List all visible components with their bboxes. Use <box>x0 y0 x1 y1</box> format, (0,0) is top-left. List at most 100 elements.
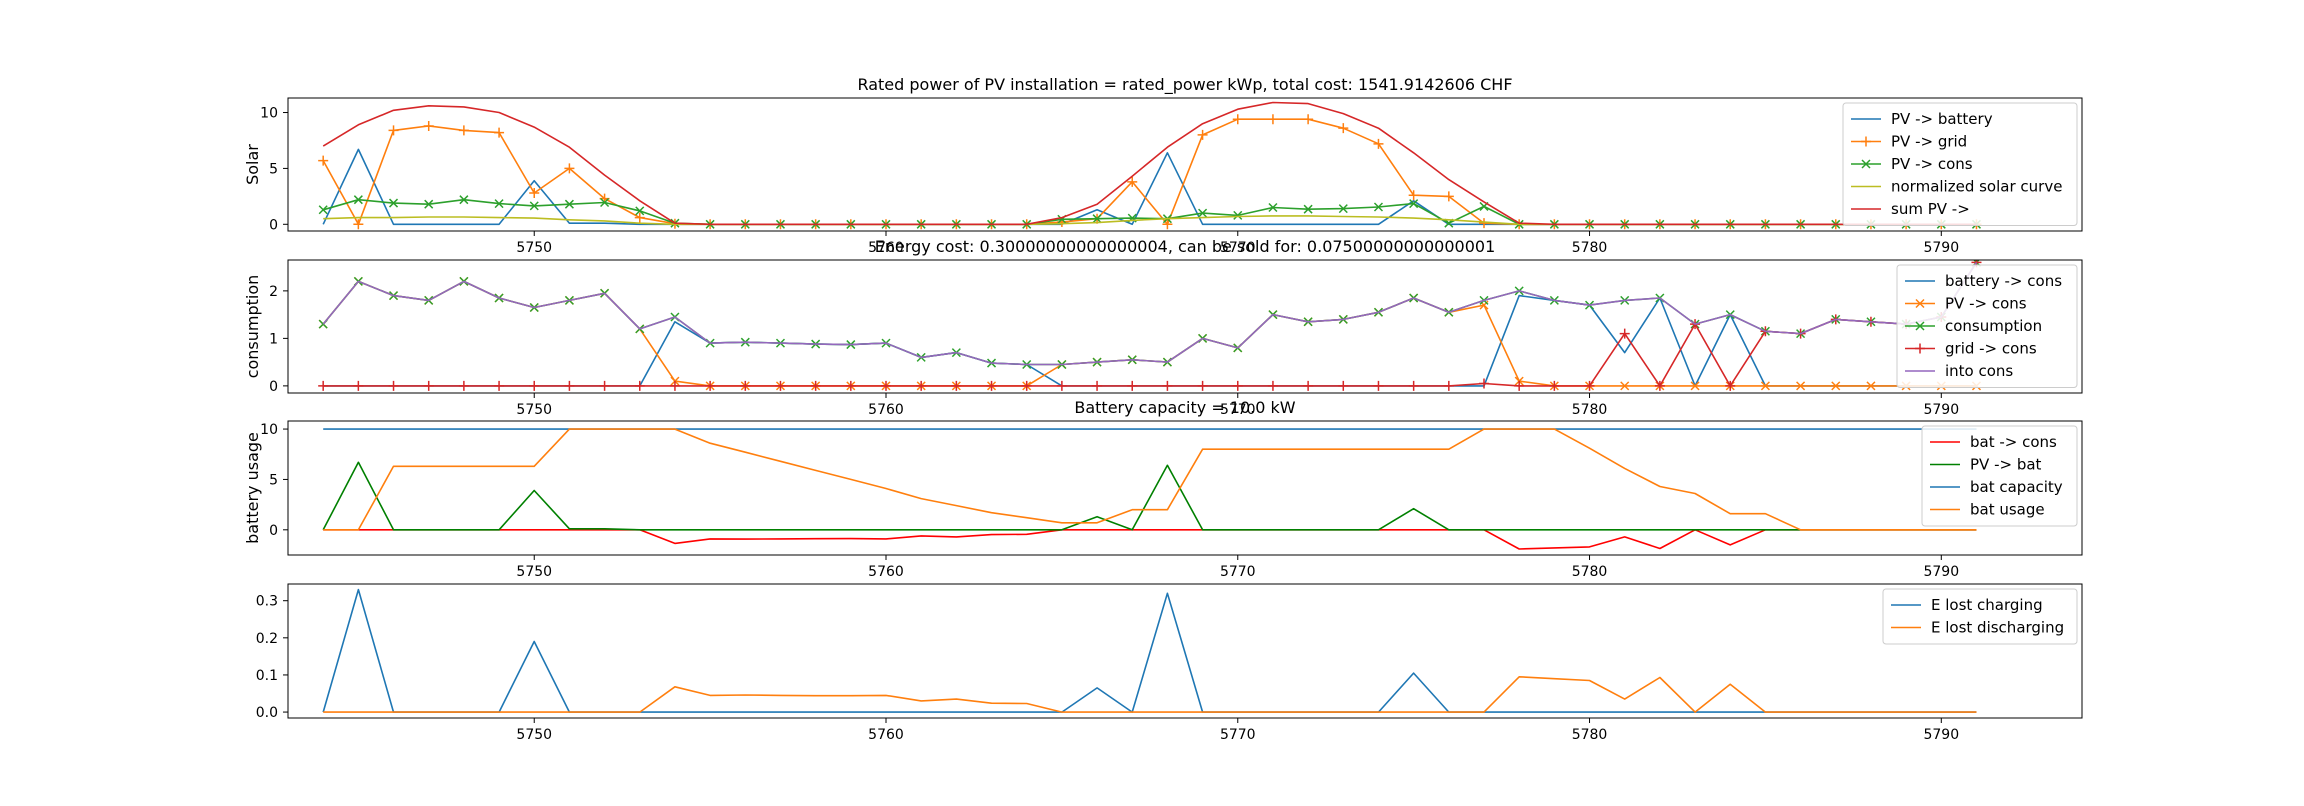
data-point <box>705 380 716 391</box>
series-line <box>323 675 1977 713</box>
series-group <box>318 101 1982 230</box>
data-point <box>318 155 329 166</box>
y-tick-label: 5 <box>269 472 278 488</box>
legend-item: normalized solar curve <box>1851 178 2062 196</box>
data-point <box>494 380 505 391</box>
data-point <box>459 195 469 205</box>
legend-item: E lost discharging <box>1891 619 2064 637</box>
legend-item: battery -> cons <box>1905 272 2062 290</box>
data-point <box>318 380 329 391</box>
legend-marker <box>1915 343 1925 354</box>
data-point <box>1092 380 1103 391</box>
data-point <box>1162 219 1173 230</box>
series-line <box>323 261 1978 387</box>
legend: E lost charging E lost discharging <box>1882 588 2078 645</box>
legend-label: bat usage <box>1970 501 2045 519</box>
data-point <box>564 199 574 209</box>
data-point <box>775 380 786 391</box>
legend: bat -> cons PV -> bat bat capacity bat usag… <box>1921 425 2078 527</box>
data-point <box>916 380 927 391</box>
x-tick-label: 5790 <box>1923 564 1959 580</box>
y-tick-label: 0 <box>269 379 278 395</box>
data-point <box>494 199 504 209</box>
data-point <box>810 380 821 391</box>
data-point <box>986 380 997 391</box>
data-point <box>634 212 645 223</box>
data-point <box>1690 381 1700 391</box>
y-tick-label: 1 <box>269 331 278 347</box>
data-point <box>353 195 363 205</box>
y-axis-label: consumption <box>243 275 262 379</box>
data-point <box>1267 114 1278 125</box>
legend-item: PV -> bat <box>1930 456 2042 474</box>
x-tick-label: 5770 <box>1220 727 1256 743</box>
data-point <box>1056 380 1067 391</box>
data-point <box>1232 380 1243 391</box>
data-point <box>635 206 645 216</box>
legend-label: sum PV -> <box>1891 200 1970 218</box>
legend-label: PV -> cons <box>1945 295 2027 313</box>
data-point <box>1619 328 1630 339</box>
legend-label: PV -> cons <box>1891 155 1973 173</box>
data-point <box>1197 129 1208 140</box>
x-tick-label: 5780 <box>1572 564 1608 580</box>
data-point <box>1725 380 1736 391</box>
data-point <box>1408 190 1419 201</box>
legend-label: bat -> cons <box>1970 433 2057 451</box>
legend-item: bat usage <box>1930 501 2045 519</box>
series-line <box>322 101 1977 226</box>
subplot-1: 5750 5760 5770 5780 5790 0 5 10 Solar Rated power… <box>243 75 2083 256</box>
legend-item: into cons <box>1905 362 2013 380</box>
data-point <box>634 380 645 391</box>
data-point <box>1514 380 1525 391</box>
data-point <box>1232 114 1243 125</box>
legend-label: consumption <box>1945 317 2042 335</box>
legend-label: E lost discharging <box>1931 619 2064 637</box>
x-tick-label: 5760 <box>868 727 904 743</box>
data-point <box>1373 380 1384 391</box>
y-tick-label: 0 <box>269 523 278 539</box>
data-point <box>1866 381 1876 391</box>
axes-frame <box>287 420 2083 556</box>
data-point <box>353 380 364 391</box>
data-point <box>318 205 328 215</box>
legend-label: bat capacity <box>1970 478 2063 496</box>
legend-marker <box>1861 136 1871 147</box>
plot-area <box>288 98 2082 231</box>
x-tick-label: 5750 <box>516 240 552 256</box>
legend-item: bat -> cons <box>1930 433 2057 451</box>
legend-label: into cons <box>1945 362 2013 380</box>
legend-marker <box>1915 321 1925 331</box>
x-tick-label: 5760 <box>868 564 904 580</box>
data-point <box>951 380 962 391</box>
legend-label: PV -> battery <box>1891 110 1993 128</box>
x-tick-label: 5770 <box>1220 240 1256 256</box>
data-point <box>1408 380 1419 391</box>
data-point <box>353 219 364 230</box>
legend-item: PV -> cons <box>1905 295 2027 313</box>
y-tick-label: 0.3 <box>256 594 278 610</box>
legend-label: grid -> cons <box>1945 340 2037 358</box>
legend-label: PV -> grid <box>1891 133 1967 151</box>
legend-frame <box>1842 102 2078 226</box>
axes-frame <box>287 259 2083 394</box>
legend-frame <box>1882 588 2078 645</box>
data-point <box>599 380 610 391</box>
x-tick-label: 5760 <box>868 402 904 418</box>
y-tick-label: 0.2 <box>256 631 278 647</box>
data-point <box>1373 202 1384 212</box>
x-tick-label: 5770 <box>1220 564 1256 580</box>
data-point <box>740 380 751 391</box>
legend: battery -> cons PV -> cons consumption grid… <box>1896 264 2078 388</box>
data-point <box>1620 381 1630 391</box>
legend-label: PV -> bat <box>1970 456 2042 474</box>
data-point <box>1197 380 1208 391</box>
legend-item: E lost charging <box>1891 596 2043 614</box>
legend-frame <box>1896 264 2078 388</box>
series-group <box>318 260 1982 391</box>
x-tick-label: 5790 <box>1923 240 1959 256</box>
y-tick-label: 10 <box>260 106 278 122</box>
data-point <box>529 380 540 391</box>
